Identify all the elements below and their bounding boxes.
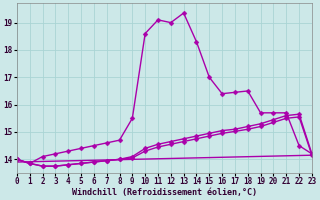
X-axis label: Windchill (Refroidissement éolien,°C): Windchill (Refroidissement éolien,°C) [72, 188, 257, 197]
